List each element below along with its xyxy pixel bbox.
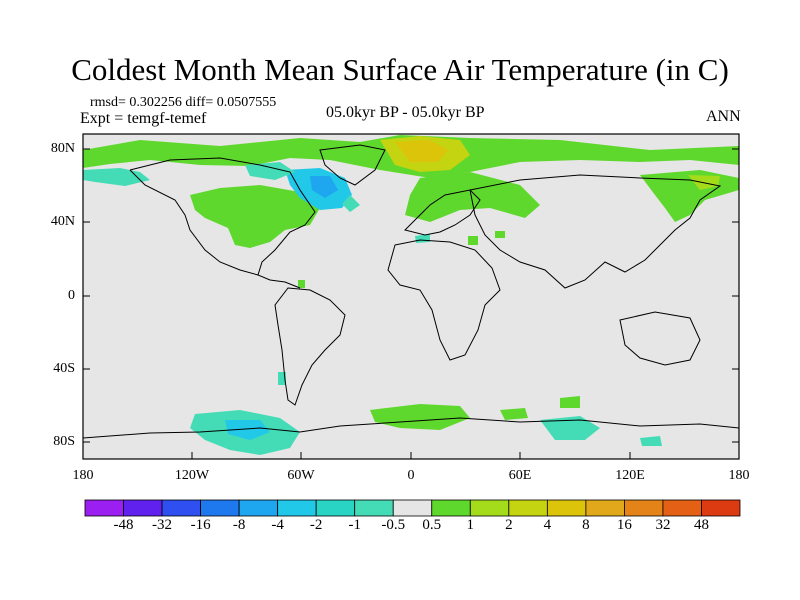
colorbar-swatch: [624, 499, 664, 517]
lat-label: 40S: [53, 361, 75, 376]
anomaly-patch: [560, 396, 580, 408]
anomaly-patch: [500, 408, 528, 420]
anomaly-patch: [225, 420, 270, 440]
colorbar: [84, 499, 741, 517]
lon-label: 60W: [287, 468, 315, 483]
colorbar-label: -32: [152, 517, 173, 533]
coastline-australia: [619, 311, 701, 366]
colorbar-swatch: [277, 499, 317, 517]
lon-label: 180: [72, 468, 94, 483]
anomaly-patch: [405, 172, 540, 222]
lon-label: 60E: [508, 468, 532, 483]
colorbar-swatch: [546, 499, 587, 517]
lat-label: 80S: [53, 434, 75, 449]
anomaly-patch: [310, 176, 338, 198]
anomaly-patch: [245, 162, 295, 180]
anomaly-patch: [495, 231, 505, 238]
lon-label: 120E: [615, 468, 645, 483]
anomaly-patch: [190, 185, 320, 248]
anomaly-patch: [395, 140, 448, 162]
coastline-north-america-west: [129, 169, 259, 276]
season-label: ANN: [706, 108, 741, 125]
coastline-north-america: [129, 157, 316, 289]
colorbar-swatch: [315, 499, 356, 517]
colorbar-swatch: [469, 499, 510, 517]
lon-label: 180: [728, 468, 750, 483]
colorbar-label: 16: [616, 517, 632, 533]
anomaly-patch: [342, 195, 360, 212]
colorbar-swatch: [123, 499, 163, 517]
period-label: 05.0kyr BP - 05.0kyr BP: [326, 104, 485, 121]
colorbar-swatch: [161, 499, 201, 517]
anomaly-patch: [298, 280, 305, 288]
colorbar-swatch: [238, 499, 279, 517]
anomaly-patch: [83, 168, 150, 186]
lon-label: 0: [407, 468, 415, 483]
colorbar-swatch: [431, 499, 471, 517]
lat-label: 80N: [50, 141, 75, 156]
colorbar-label: 4: [543, 517, 552, 533]
colorbar-label: -48: [113, 517, 134, 533]
anomaly-patch: [468, 236, 478, 245]
colorbar-swatch: [354, 499, 394, 517]
colorbar-swatch: [585, 499, 625, 517]
anomaly-patch: [370, 404, 470, 430]
colorbar-swatch: [662, 499, 702, 517]
colorbar-label: -1: [348, 517, 361, 533]
lat-label: 40N: [50, 214, 75, 229]
colorbar-label: -4: [271, 517, 284, 533]
map-title: Coldest Month Mean Surface Air Temperatu…: [71, 52, 729, 87]
coastline-africa: [387, 239, 501, 361]
colorbar-swatch: [508, 499, 548, 517]
anomaly-field: [83, 135, 739, 455]
colorbar-swatch: [84, 499, 124, 517]
coastline-europe: [404, 189, 481, 236]
experiment-label: Expt = temgf-temef: [80, 110, 207, 127]
colorbar-label: -8: [232, 517, 246, 533]
colorbar-swatch: [701, 499, 741, 517]
colorbar-label: 0.5: [422, 517, 442, 533]
colorbar-label: 1: [466, 517, 475, 533]
coastline-south-america: [274, 287, 346, 406]
anomaly-patch: [640, 436, 662, 446]
rmsd-diff-stats: rmsd= 0.302256 diff= 0.0507555: [90, 95, 277, 110]
coastlines: [83, 144, 739, 439]
coastline-antarctica: [83, 417, 739, 439]
anomaly-patch: [278, 372, 286, 385]
colorbar-label: 32: [655, 517, 671, 533]
colorbar-label: -0.5: [381, 517, 406, 533]
colorbar-label: 2: [505, 517, 513, 533]
coastline-greenland: [319, 144, 386, 186]
colorbar-label: 8: [582, 517, 590, 533]
colorbar-label: 48: [693, 517, 709, 533]
map-background: [83, 134, 739, 459]
coastline-asia: [469, 174, 722, 289]
colorbar-label: -2: [309, 517, 323, 533]
anomaly-patch: [540, 416, 600, 440]
lon-label: 120W: [174, 468, 210, 483]
lat-label: 0: [68, 288, 75, 303]
colorbar-swatch: [200, 499, 240, 517]
axis-ticks: [82, 148, 740, 459]
colorbar-swatch: [392, 499, 433, 517]
colorbar-label: -16: [190, 517, 211, 533]
